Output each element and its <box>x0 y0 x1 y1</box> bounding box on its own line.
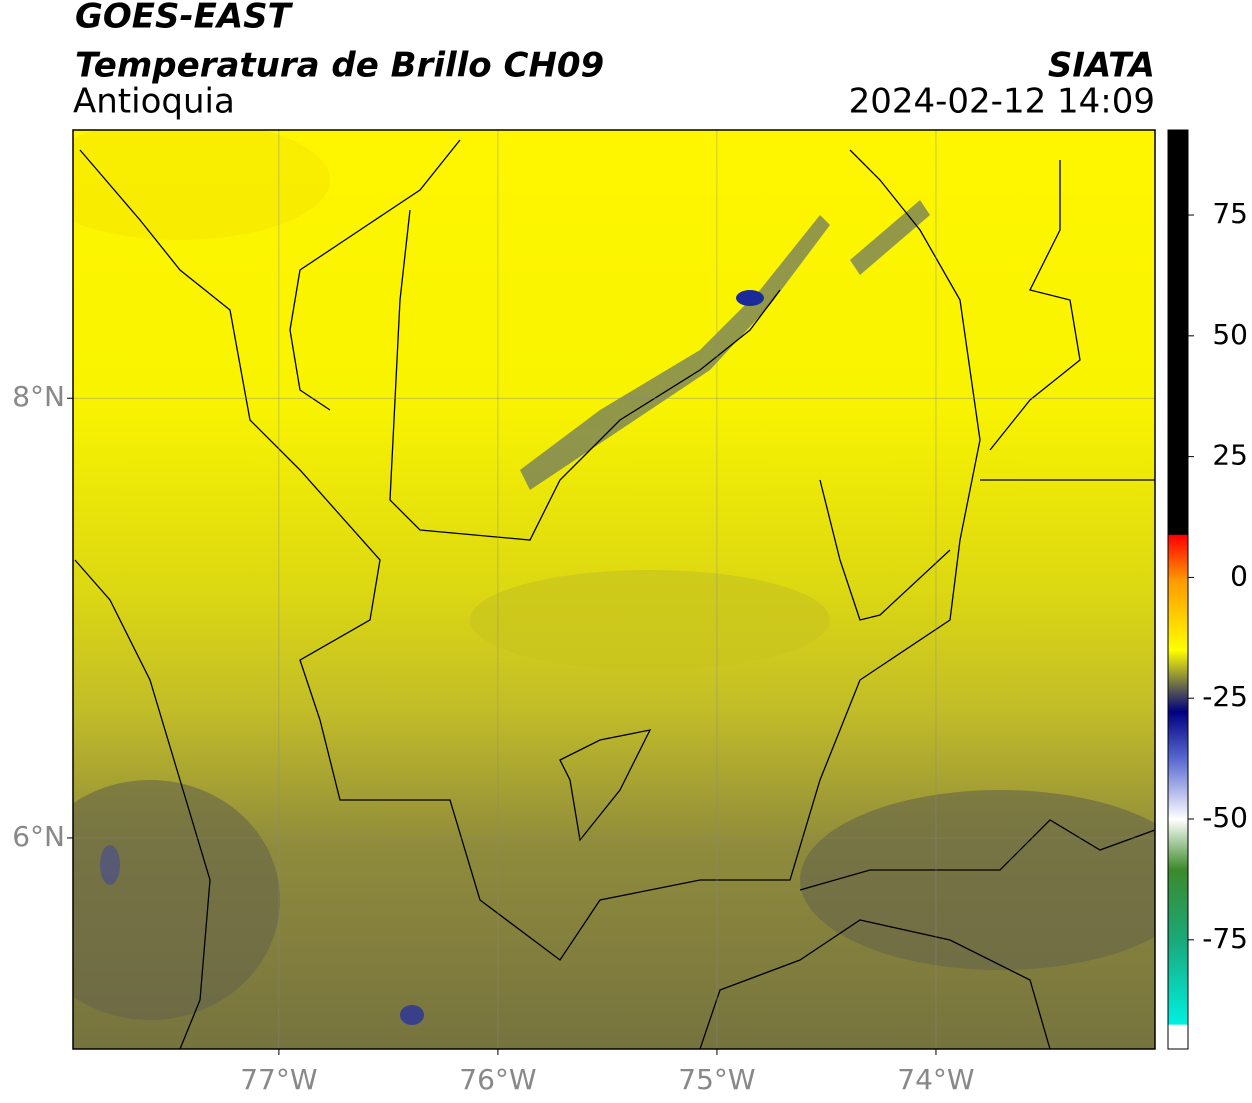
y-tick-label: 6°N <box>12 820 65 853</box>
colorbar-tick-label: -25 <box>1202 680 1248 713</box>
region: Antioquia <box>73 82 235 122</box>
colorbar-tick-label: 75 <box>1212 197 1248 230</box>
x-tick-label: 75°W <box>678 1063 755 1096</box>
colorbar-tick-label: 25 <box>1212 439 1248 472</box>
colorbar-tick-label: -75 <box>1202 922 1248 955</box>
colorbar-tick-label: -50 <box>1202 801 1248 834</box>
y-tick-label: 8°N <box>12 380 65 413</box>
source: SIATA <box>1048 46 1155 86</box>
grid <box>73 130 1155 1049</box>
map-frame <box>72 129 1156 1050</box>
subtitle: Temperatura de Brillo CH09 <box>75 46 604 86</box>
x-tick-label: 76°W <box>459 1063 536 1096</box>
colorbar-tick-label: 50 <box>1212 318 1248 351</box>
x-tick-label: 74°W <box>897 1063 974 1096</box>
map-image <box>73 130 1155 1049</box>
datetime: 2024-02-12 14:09 <box>849 82 1155 122</box>
colorbar <box>1167 129 1189 1050</box>
x-tick-label: 77°W <box>240 1063 317 1096</box>
colorbar-tick-label: 0 <box>1230 559 1248 592</box>
title: GOES-EAST <box>75 0 294 37</box>
